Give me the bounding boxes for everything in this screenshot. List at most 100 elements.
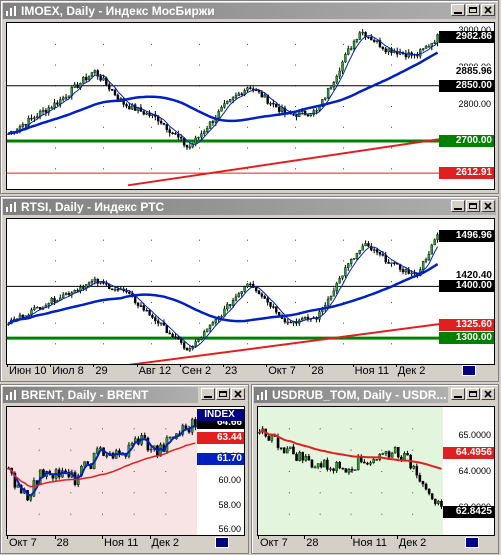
candle-body bbox=[76, 289, 79, 292]
time-tick: Дек 2 bbox=[151, 537, 180, 549]
grid-dot bbox=[295, 168, 296, 170]
candle-body bbox=[252, 284, 255, 288]
candle-body bbox=[306, 114, 310, 117]
candle-body bbox=[67, 293, 71, 295]
grid-dot bbox=[412, 449, 414, 451]
candle-body bbox=[361, 245, 364, 251]
candle-body bbox=[303, 316, 307, 319]
imoex-window[interactable]: IMOEX, Daily - Индекс МосБиржи 3000.0029… bbox=[0, 0, 499, 194]
candle-body bbox=[180, 137, 183, 139]
candle-body bbox=[292, 114, 295, 116]
candle-body bbox=[353, 469, 357, 471]
imoex-price-scale[interactable]: 3000.002900.002800.002982.862885.962850.… bbox=[439, 23, 494, 189]
maximize-button[interactable] bbox=[466, 388, 480, 400]
minimize-button[interactable] bbox=[201, 388, 215, 400]
candle-body bbox=[93, 70, 97, 73]
rtsi-title: RTSI, Daily - Индекс РТС bbox=[21, 200, 165, 214]
candle-body bbox=[375, 459, 378, 461]
imoex-chart[interactable]: 3000.002900.002800.002982.862885.962850.… bbox=[6, 22, 495, 190]
tick-mark bbox=[309, 364, 311, 367]
imoex-plot-area[interactable] bbox=[7, 23, 439, 189]
close-button[interactable] bbox=[481, 200, 495, 212]
grid-dot bbox=[319, 428, 321, 430]
index-label: INDEX bbox=[197, 409, 244, 421]
candle-body bbox=[263, 94, 266, 98]
candle-body bbox=[312, 110, 315, 115]
brent-plot-area[interactable] bbox=[7, 407, 197, 535]
usdrub-window[interactable]: USDRUB_TOM, Daily - USDR... 65.0000 64.00… bbox=[251, 384, 499, 554]
rtsi-price-scale[interactable]: 1500.001496.961420.401400.001325.601300.… bbox=[439, 219, 494, 364]
grid-dot bbox=[38, 513, 40, 515]
close-button[interactable] bbox=[231, 388, 245, 400]
candle-body bbox=[295, 114, 298, 117]
candle-body bbox=[375, 249, 379, 253]
candle-body bbox=[214, 319, 218, 323]
scale-toggle-button[interactable] bbox=[215, 537, 229, 548]
candle-body bbox=[223, 103, 226, 108]
usdrub-time-axis: Окт 7 28 Ноя 11 Дек 2 bbox=[258, 536, 443, 550]
candle-body bbox=[203, 331, 206, 338]
candle-body bbox=[266, 298, 269, 303]
candle-body bbox=[200, 133, 203, 138]
candle-body bbox=[301, 452, 304, 461]
candle-body bbox=[162, 122, 166, 125]
grid-dot bbox=[247, 260, 248, 262]
grid-dot bbox=[391, 126, 392, 128]
maximize-button[interactable] bbox=[466, 4, 480, 16]
maximize-button[interactable] bbox=[216, 388, 230, 400]
grid-dot bbox=[381, 492, 383, 494]
close-button[interactable] bbox=[481, 4, 495, 16]
candle-body bbox=[433, 42, 436, 44]
candle-body bbox=[436, 34, 439, 43]
maximize-button[interactable] bbox=[466, 200, 480, 212]
imoex-titlebar[interactable]: IMOEX, Daily - Индекс МосБиржи bbox=[3, 3, 496, 19]
candle-body bbox=[270, 435, 274, 441]
candle-body bbox=[145, 310, 148, 312]
scale-toggle-button[interactable] bbox=[462, 365, 476, 376]
rtsi-plot-area[interactable] bbox=[7, 219, 439, 364]
scale-toggle-button[interactable] bbox=[465, 537, 479, 548]
candle-body bbox=[421, 481, 425, 485]
minimize-button[interactable] bbox=[451, 200, 465, 212]
candle-body bbox=[372, 249, 376, 251]
minimize-button[interactable] bbox=[451, 4, 465, 16]
moving-average-line bbox=[8, 442, 196, 488]
grid-dot bbox=[55, 343, 56, 345]
candle-body bbox=[298, 452, 301, 461]
candle-body bbox=[113, 90, 117, 96]
grid-dot bbox=[199, 239, 200, 241]
usdrub-titlebar[interactable]: USDRUB_TOM, Daily - USDR... bbox=[254, 387, 448, 403]
usdrub-plot-area[interactable] bbox=[258, 407, 443, 535]
candle-body bbox=[61, 294, 65, 299]
candle-body bbox=[231, 97, 235, 100]
rtsi-chart[interactable]: 1500.001496.961420.401400.001325.601300.… bbox=[6, 218, 495, 365]
brent-titlebar[interactable]: BRENT, Daily - BRENT bbox=[3, 387, 198, 403]
candle-body bbox=[257, 290, 261, 295]
candle-body bbox=[156, 320, 160, 324]
candle-body bbox=[220, 106, 223, 112]
rtsi-window[interactable]: RTSI, Daily - Индекс РТС 1500.001496.961… bbox=[0, 196, 499, 382]
minimize-button[interactable] bbox=[451, 388, 465, 400]
rtsi-titlebar[interactable]: RTSI, Daily - Индекс РТС bbox=[3, 199, 496, 215]
candle-body bbox=[358, 32, 362, 40]
candle-body bbox=[269, 302, 272, 307]
grid-dot bbox=[103, 64, 104, 66]
grid-dot bbox=[103, 126, 104, 128]
brent-window[interactable]: BRENT, Daily - BRENT 62.0060.0058.0056.0… bbox=[0, 384, 249, 554]
close-button[interactable] bbox=[481, 388, 495, 400]
candle-body bbox=[53, 102, 56, 108]
tick-mark bbox=[149, 536, 151, 539]
candle-body bbox=[349, 48, 353, 50]
candle-body bbox=[182, 342, 186, 349]
candle-body bbox=[67, 95, 71, 98]
candle-body bbox=[67, 471, 71, 478]
candle-body bbox=[159, 322, 163, 324]
grid-dot bbox=[103, 43, 104, 45]
candle-body bbox=[398, 52, 402, 55]
candle-body bbox=[220, 316, 223, 318]
time-tick: Ноя 11 bbox=[354, 365, 390, 377]
